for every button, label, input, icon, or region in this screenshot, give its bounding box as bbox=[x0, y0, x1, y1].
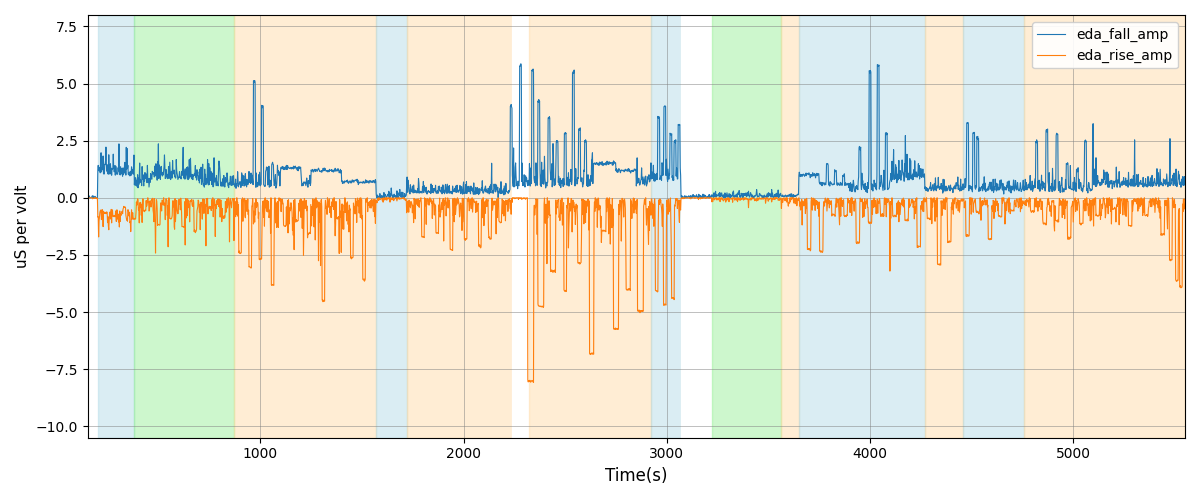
eda_rise_amp bbox=[480, 200, 494, 205]
eda_fall_amp bbox=[480, 189, 494, 195]
Bar bbox=[529, 15, 650, 438]
Bar bbox=[234, 15, 377, 438]
Bar bbox=[650, 15, 682, 438]
Bar bbox=[1025, 15, 1186, 438]
Bar bbox=[134, 15, 234, 438]
Bar bbox=[781, 15, 799, 438]
Bar bbox=[712, 15, 781, 438]
Bar bbox=[964, 15, 1025, 438]
Bar bbox=[682, 15, 712, 438]
eda_rise_amp bbox=[527, 380, 541, 386]
Bar bbox=[925, 15, 964, 438]
Bar bbox=[377, 15, 407, 438]
Y-axis label: uS per volt: uS per volt bbox=[14, 184, 30, 268]
eda_fall_amp bbox=[1177, 182, 1192, 188]
Line: eda_fall_amp: eda_fall_amp bbox=[88, 64, 1184, 198]
eda_rise_amp bbox=[658, 301, 672, 307]
eda_rise_amp bbox=[366, 201, 380, 207]
eda_fall_amp bbox=[820, 160, 834, 166]
Legend: eda_fall_amp, eda_rise_amp: eda_fall_amp, eda_rise_amp bbox=[1032, 22, 1178, 68]
eda_fall_amp bbox=[142, 176, 156, 182]
Bar bbox=[98, 15, 134, 438]
Bar bbox=[799, 15, 925, 438]
eda_fall_amp bbox=[365, 178, 379, 184]
eda_rise_amp bbox=[820, 202, 834, 208]
eda_rise_amp bbox=[106, 213, 120, 219]
Bar bbox=[407, 15, 512, 438]
Line: eda_rise_amp: eda_rise_amp bbox=[88, 198, 1184, 382]
eda_fall_amp bbox=[514, 61, 528, 67]
Bar bbox=[512, 15, 529, 438]
eda_rise_amp bbox=[142, 208, 156, 214]
eda_fall_amp bbox=[80, 195, 95, 201]
eda_fall_amp bbox=[106, 166, 120, 172]
eda_rise_amp bbox=[1177, 206, 1192, 212]
eda_rise_amp bbox=[80, 196, 95, 202]
eda_rise_amp bbox=[80, 195, 95, 201]
eda_fall_amp bbox=[656, 104, 671, 110]
X-axis label: Time(s): Time(s) bbox=[605, 467, 667, 485]
